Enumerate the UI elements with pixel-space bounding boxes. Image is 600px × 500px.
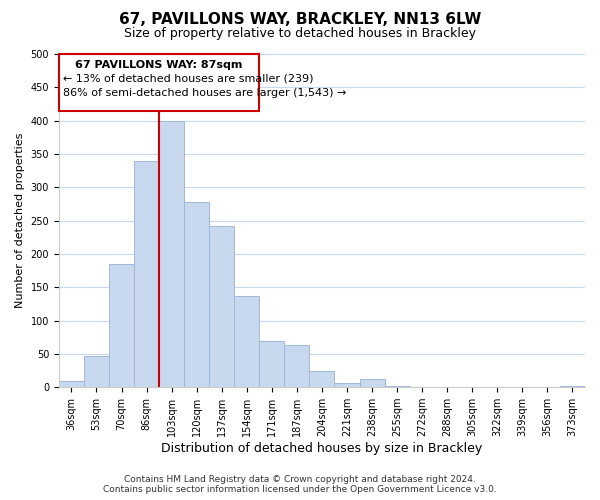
Text: 86% of semi-detached houses are larger (1,543) →: 86% of semi-detached houses are larger (… <box>62 88 346 99</box>
Text: ← 13% of detached houses are smaller (239): ← 13% of detached houses are smaller (23… <box>62 74 313 84</box>
Bar <box>134 160 159 387</box>
Bar <box>284 345 310 387</box>
X-axis label: Distribution of detached houses by size in Brackley: Distribution of detached houses by size … <box>161 442 482 455</box>
Bar <box>359 379 385 387</box>
Bar <box>259 340 284 387</box>
Text: Size of property relative to detached houses in Brackley: Size of property relative to detached ho… <box>124 28 476 40</box>
Bar <box>59 380 84 387</box>
Bar <box>184 202 209 387</box>
Bar <box>385 386 410 387</box>
Bar <box>159 120 184 387</box>
Text: 67, PAVILLONS WAY, BRACKLEY, NN13 6LW: 67, PAVILLONS WAY, BRACKLEY, NN13 6LW <box>119 12 481 28</box>
Bar <box>234 296 259 387</box>
Bar <box>560 386 585 387</box>
Text: 67 PAVILLONS WAY: 87sqm: 67 PAVILLONS WAY: 87sqm <box>76 60 243 70</box>
Bar <box>334 382 359 387</box>
Bar <box>84 356 109 387</box>
Bar <box>109 264 134 387</box>
Bar <box>310 370 334 387</box>
FancyBboxPatch shape <box>59 54 259 110</box>
Y-axis label: Number of detached properties: Number of detached properties <box>15 133 25 308</box>
Text: Contains HM Land Registry data © Crown copyright and database right 2024.
Contai: Contains HM Land Registry data © Crown c… <box>103 474 497 494</box>
Bar <box>209 226 234 387</box>
